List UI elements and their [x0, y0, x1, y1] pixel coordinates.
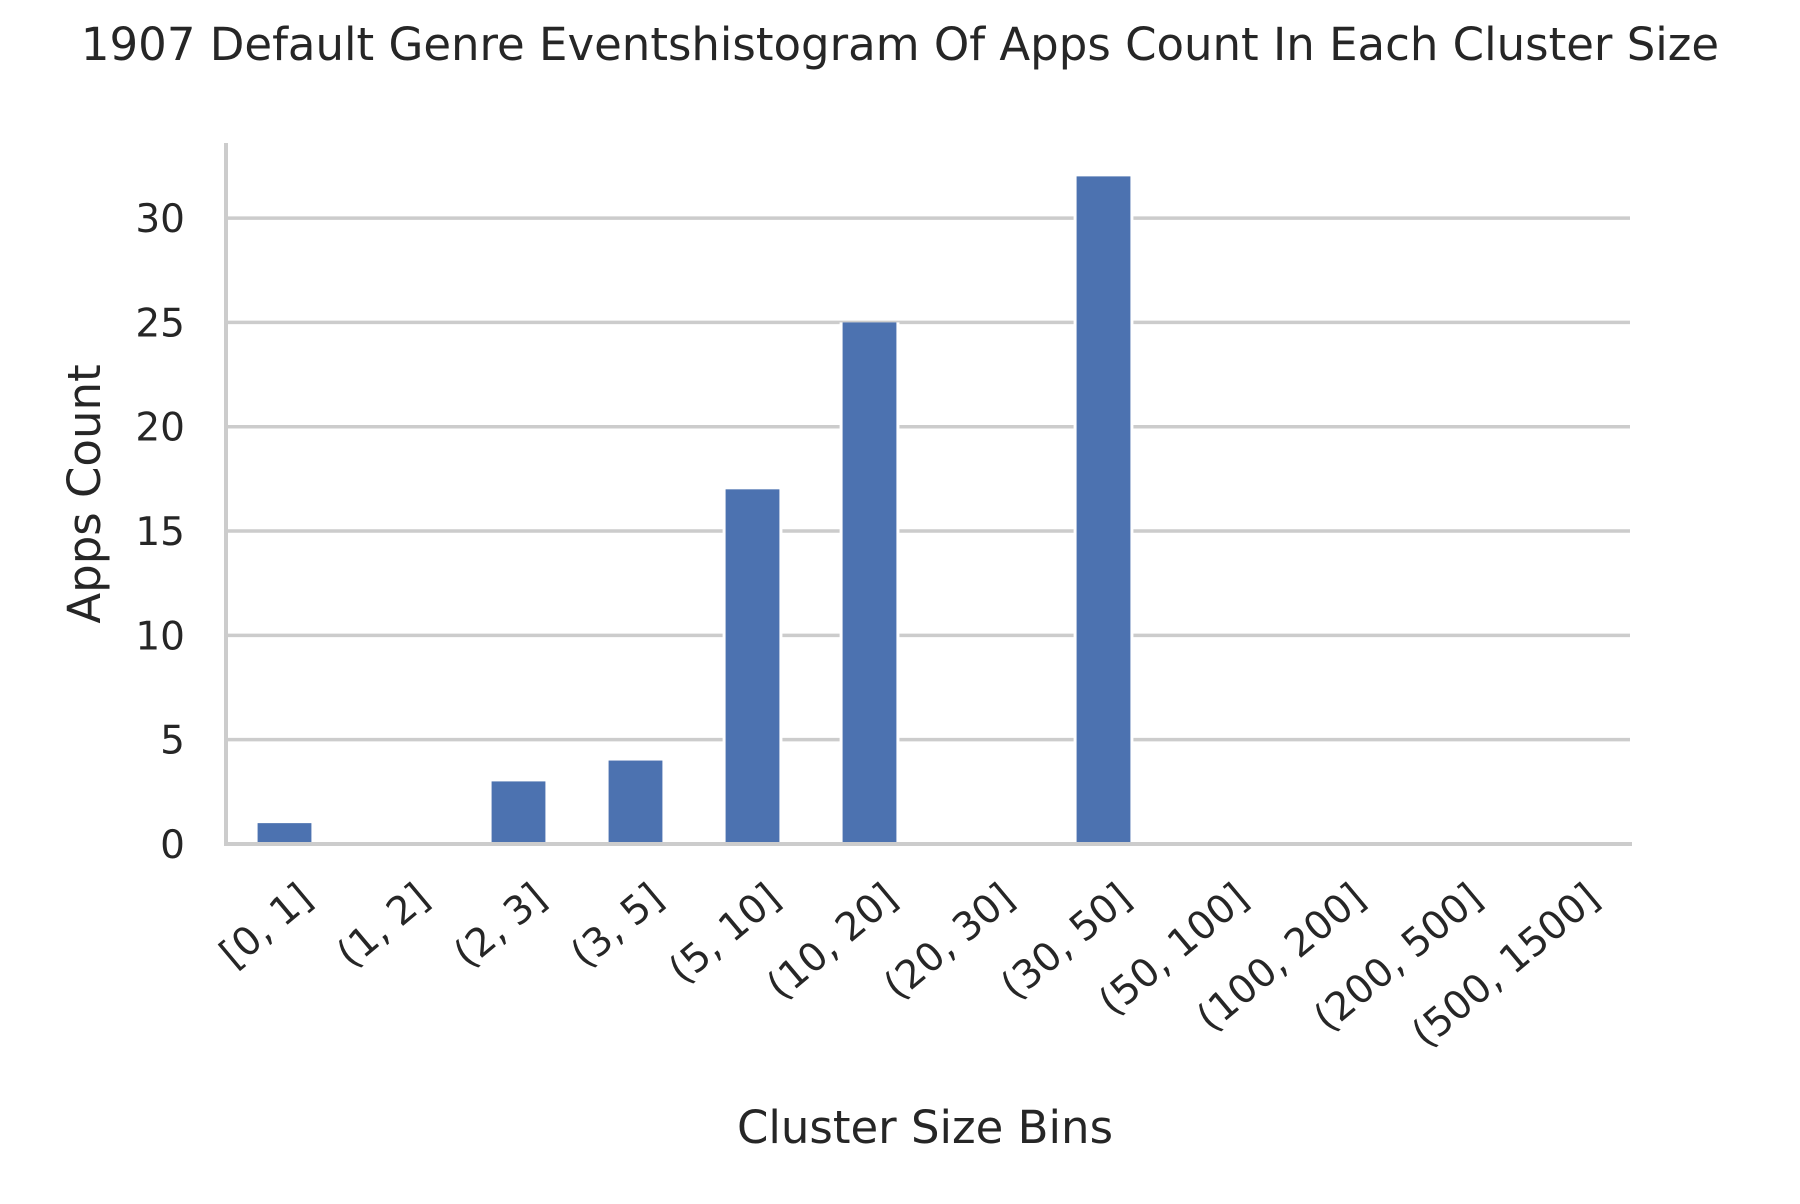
gridlines [226, 216, 1630, 742]
y-tick-label: 15 [135, 510, 185, 555]
y-tick-labels: 0 5 10 15 20 25 30 [135, 197, 185, 868]
x-tick-label: (1, 2] [329, 875, 438, 977]
y-tick-label: 0 [160, 823, 185, 868]
x-tick-label: (2, 3] [446, 875, 555, 977]
bars [254, 176, 1134, 844]
y-tick-label: 30 [135, 197, 185, 242]
x-axis-label: Cluster Size Bins [737, 1101, 1113, 1154]
y-axis-label: Apps Count [58, 364, 111, 623]
x-tick-label: [0, 1] [212, 875, 321, 977]
bar-7 [1076, 176, 1131, 844]
y-tick-label: 10 [135, 614, 185, 659]
bar-3 [608, 760, 663, 844]
x-tick-labels: [0, 1] (1, 2] (2, 3] (3, 5](5, 10](10, 20](… [212, 875, 1608, 1057]
y-tick-label: 5 [160, 719, 185, 764]
y-tick-label: 25 [135, 301, 185, 346]
chart-title: 1907 Default Genre Eventshistogram Of Ap… [81, 18, 1719, 71]
bar-2 [491, 781, 546, 844]
axes [224, 143, 1632, 846]
x-tick-label: (3, 5] [563, 875, 672, 977]
bar-4 [725, 489, 780, 844]
x-tick-label: (10, 20] [759, 875, 906, 1009]
bar-0 [257, 823, 312, 844]
x-tick-label: (20, 30] [876, 875, 1023, 1009]
bar-5 [842, 322, 897, 844]
y-tick-label: 20 [135, 406, 185, 451]
